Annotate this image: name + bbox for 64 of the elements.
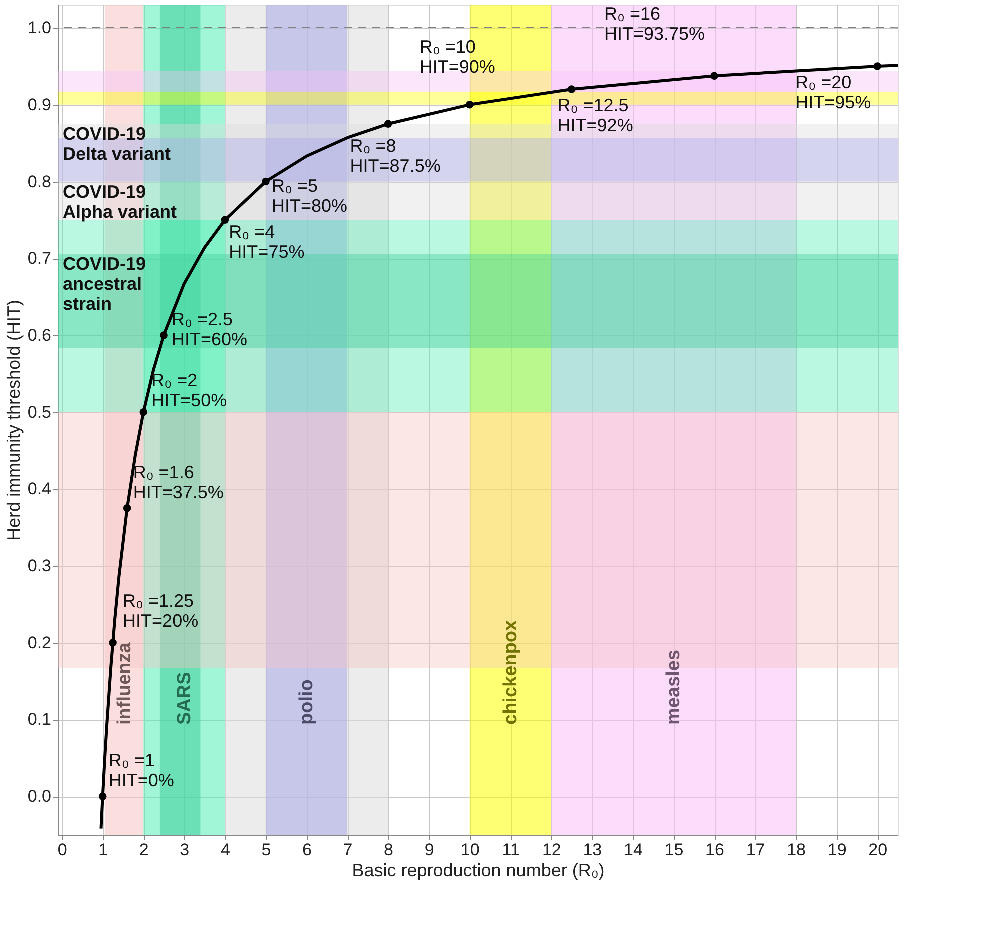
annotation: R₀ =5 HIT=80% bbox=[272, 176, 348, 216]
annotation: R₀ =20 HIT=95% bbox=[796, 72, 872, 112]
annotation: R₀ =1.6 HIT=37.5% bbox=[133, 462, 224, 502]
y-tick-label: 0.6 bbox=[28, 326, 52, 345]
x-axis-title: Basic reproduction number (R₀) bbox=[352, 860, 605, 880]
band-label: chickenpox bbox=[500, 620, 522, 725]
y-tick-label: 0.2 bbox=[28, 633, 52, 652]
point bbox=[98, 792, 107, 800]
point bbox=[568, 86, 576, 94]
y-tick-label: 0.4 bbox=[28, 480, 52, 499]
point bbox=[466, 101, 474, 109]
x-tick-label: 4 bbox=[220, 840, 230, 860]
y-tick-label: 0.7 bbox=[28, 249, 52, 268]
x-tick-label: 3 bbox=[180, 840, 190, 860]
x-tick-label: 2 bbox=[139, 840, 149, 860]
point bbox=[160, 332, 168, 340]
y-tick-label: 0.5 bbox=[28, 402, 52, 422]
x-tick-label: 6 bbox=[302, 840, 312, 860]
x-tick-label: 18 bbox=[787, 840, 806, 860]
x-tick-label: 9 bbox=[424, 840, 434, 860]
y-tick-label: 0.8 bbox=[28, 172, 52, 192]
x-tick-label: 13 bbox=[583, 840, 602, 860]
y-tick-label: 0.3 bbox=[28, 556, 52, 576]
annotation: R₀ =8 HIT=87.5% bbox=[350, 136, 441, 176]
x-tick-label: 7 bbox=[343, 840, 353, 860]
point bbox=[123, 504, 132, 512]
annotation: R₀ =2.5 HIT=60% bbox=[172, 309, 248, 350]
x-tick-label: 20 bbox=[868, 840, 888, 860]
x-tick-label: 5 bbox=[262, 840, 272, 860]
y-tick-label: 0.1 bbox=[28, 710, 52, 730]
annotation: R₀ =12.5 HIT=92% bbox=[558, 96, 634, 136]
point bbox=[109, 639, 117, 647]
x-tick-label: 19 bbox=[828, 840, 847, 860]
y-tick-label: 1.0 bbox=[28, 18, 52, 38]
band-label: measles bbox=[664, 650, 685, 725]
band-label: COVID-19 ancestral strain bbox=[63, 254, 146, 314]
y-tick-label: 0.0 bbox=[28, 787, 52, 806]
point bbox=[221, 216, 230, 224]
band-label: COVID-19 Alpha variant bbox=[63, 182, 178, 222]
point bbox=[874, 62, 882, 70]
x-tick-label: 14 bbox=[624, 840, 643, 860]
point bbox=[140, 408, 148, 416]
annotation: R₀ =1.25 HIT=20% bbox=[123, 590, 199, 631]
band-label: polio bbox=[296, 680, 318, 725]
annotation: R₀ =4 HIT=75% bbox=[229, 222, 305, 262]
band-label: influenza bbox=[114, 642, 136, 725]
x-tick-label: 16 bbox=[706, 840, 724, 860]
x-tick-label: 12 bbox=[542, 840, 562, 860]
band-label: COVID-19 Delta variant bbox=[63, 124, 172, 164]
x-tick-label: 11 bbox=[502, 840, 520, 860]
x-tick-label: 1 bbox=[98, 840, 108, 860]
x-tick-label: 15 bbox=[664, 840, 684, 860]
x-tick-label: 17 bbox=[746, 840, 766, 860]
point bbox=[384, 120, 392, 128]
y-tick-label: 0.9 bbox=[28, 95, 52, 114]
annotation: R₀ =2 HIT=50% bbox=[152, 370, 228, 410]
y-axis-title: Herd immunity threshold (HIT) bbox=[4, 300, 24, 542]
point bbox=[262, 178, 270, 186]
x-tick-label: 10 bbox=[460, 840, 480, 860]
point bbox=[710, 72, 718, 80]
band-label: SARS bbox=[174, 672, 196, 725]
x-tick-label: 8 bbox=[384, 840, 394, 860]
annotation: R₀ =16 HIT=93.75% bbox=[604, 4, 706, 44]
x-tick-label: 0 bbox=[58, 840, 68, 860]
